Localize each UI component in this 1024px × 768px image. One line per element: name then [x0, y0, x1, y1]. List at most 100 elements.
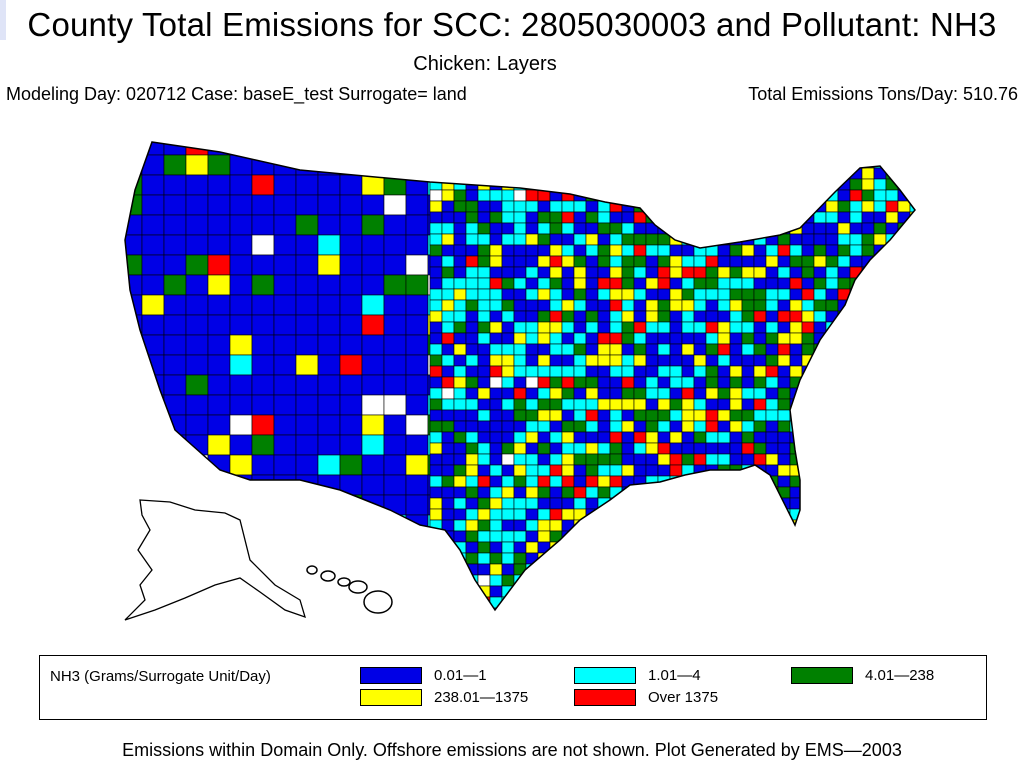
county-cell	[909, 167, 915, 180]
county-cell	[825, 420, 839, 433]
county-cell	[273, 494, 297, 516]
county-cell	[885, 321, 899, 334]
county-cell	[922, 542, 930, 553]
county-cell	[633, 321, 647, 334]
county-cell	[645, 178, 659, 191]
county-cell	[163, 314, 187, 336]
county-cell	[525, 409, 539, 422]
county-cell	[669, 354, 683, 367]
county-cell	[873, 530, 887, 543]
county-cell	[669, 574, 683, 587]
county-cell	[801, 464, 815, 477]
county-cell	[765, 530, 779, 543]
county-cell	[561, 343, 575, 356]
county-cell	[361, 514, 385, 536]
county-cell	[441, 497, 455, 510]
county-cell	[922, 553, 930, 564]
county-cell	[429, 475, 443, 488]
county-cell	[405, 554, 429, 576]
county-cell	[441, 299, 455, 312]
county-cell	[765, 431, 779, 444]
county-cell	[729, 178, 743, 191]
county-cell	[573, 508, 587, 521]
county-cell	[383, 574, 407, 596]
county-cell	[597, 442, 611, 455]
county-cell	[813, 453, 827, 466]
county-cell	[657, 255, 671, 268]
county-cell	[427, 554, 451, 576]
county-cell	[897, 255, 911, 268]
county-cell	[885, 142, 899, 147]
county-cell	[837, 244, 851, 257]
county-cell	[441, 596, 455, 609]
county-cell	[897, 486, 911, 499]
county-cell	[537, 343, 551, 356]
county-cell	[537, 497, 551, 510]
county-cell	[669, 431, 683, 444]
county-cell	[525, 167, 539, 180]
county-cell	[537, 145, 551, 158]
county-cell	[633, 310, 647, 323]
county-cell	[693, 508, 707, 521]
county-cell	[885, 277, 899, 290]
county-cell	[621, 508, 635, 521]
county-cell	[465, 409, 479, 422]
county-cell	[741, 332, 755, 345]
county-cell	[837, 475, 851, 488]
county-cell	[705, 266, 719, 279]
county-cell	[465, 288, 479, 301]
county-cell	[849, 552, 863, 565]
county-cell	[801, 574, 815, 587]
county-cell	[561, 145, 575, 158]
map-title: County Total Emissions for SCC: 28050300…	[27, 6, 997, 43]
county-cell	[339, 254, 363, 276]
county-cell	[501, 365, 515, 378]
county-cell	[657, 387, 671, 400]
county-cell	[885, 266, 899, 279]
county-cell	[801, 332, 815, 345]
county-cell	[525, 288, 539, 301]
county-cell	[837, 266, 851, 279]
county-cell	[339, 454, 363, 476]
county-cell	[705, 453, 719, 466]
county-cell	[693, 486, 707, 499]
county-cell	[681, 387, 695, 400]
county-cell	[681, 354, 695, 367]
county-cell	[897, 431, 911, 444]
county-cell	[453, 310, 467, 323]
county-cell	[585, 486, 599, 499]
county-cell	[489, 321, 503, 334]
county-cell	[429, 321, 443, 334]
county-cell	[813, 398, 827, 411]
county-cell	[489, 431, 503, 444]
county-cell	[609, 420, 623, 433]
county-cell	[717, 299, 731, 312]
county-cell	[909, 189, 915, 202]
county-cell	[825, 156, 839, 169]
county-cell	[501, 354, 515, 367]
county-cell	[693, 178, 707, 191]
county-cell	[273, 274, 297, 296]
county-cell	[922, 377, 930, 388]
county-cell	[465, 420, 479, 433]
county-cell	[657, 530, 671, 543]
county-cell	[693, 409, 707, 422]
county-cell	[489, 354, 503, 367]
county-cell	[837, 508, 851, 521]
county-cell	[251, 294, 275, 316]
county-cell	[909, 508, 915, 521]
county-cell	[573, 596, 587, 609]
legend-label: 1.01—4	[648, 667, 701, 684]
county-cell	[597, 574, 611, 587]
county-cell	[339, 194, 363, 216]
county-cell	[597, 519, 611, 532]
county-cell	[922, 278, 930, 289]
county-cell	[429, 167, 443, 180]
county-cell	[163, 234, 187, 256]
county-cell	[429, 486, 443, 499]
county-cell	[633, 552, 647, 565]
county-cell	[789, 277, 803, 290]
county-cell	[465, 167, 479, 180]
county-cell	[597, 376, 611, 389]
county-cell	[339, 314, 363, 336]
